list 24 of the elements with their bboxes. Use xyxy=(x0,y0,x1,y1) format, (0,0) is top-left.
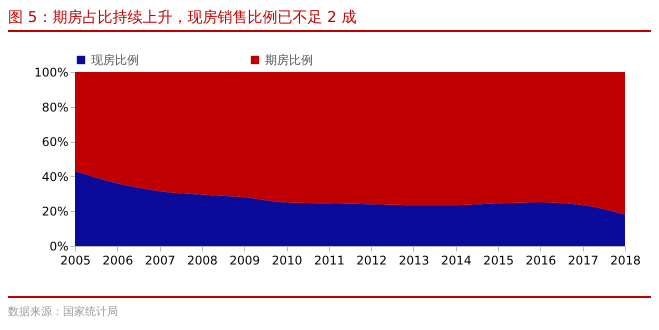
x-tick-label: 2014 xyxy=(440,254,472,268)
chart-title: 图 5：期房占比持续上升，现房销售比例已不足 2 成 xyxy=(8,8,651,32)
x-tick-label: 2006 xyxy=(102,254,134,268)
y-tick-label: 100% xyxy=(34,66,68,80)
x-tick-label: 2018 xyxy=(610,254,641,268)
x-tick-label: 2013 xyxy=(398,254,430,268)
x-tick-label: 2012 xyxy=(356,254,387,268)
x-tick-label: 2015 xyxy=(483,254,514,268)
y-tick-label: 80% xyxy=(42,100,68,114)
x-tick-label: 2007 xyxy=(144,254,176,268)
y-tick-label: 60% xyxy=(42,135,68,150)
y-tick-label: 40% xyxy=(42,170,68,184)
x-tick-label: 2011 xyxy=(314,254,345,268)
y-tick-label: 0% xyxy=(49,240,68,254)
legend-label: 期房比例 xyxy=(265,53,313,67)
y-tick-label: 20% xyxy=(42,204,68,219)
x-tick-label: 2017 xyxy=(568,254,598,268)
x-tick-label: 2005 xyxy=(60,254,91,268)
x-tick-label: 2009 xyxy=(229,254,260,268)
x-tick-label: 2016 xyxy=(526,254,556,268)
legend-label: 现房比例 xyxy=(91,53,139,67)
source-note: 数据来源：国家统计局 xyxy=(8,296,651,319)
x-tick-label: 2010 xyxy=(272,254,302,268)
x-tick-label: 2008 xyxy=(187,254,218,268)
